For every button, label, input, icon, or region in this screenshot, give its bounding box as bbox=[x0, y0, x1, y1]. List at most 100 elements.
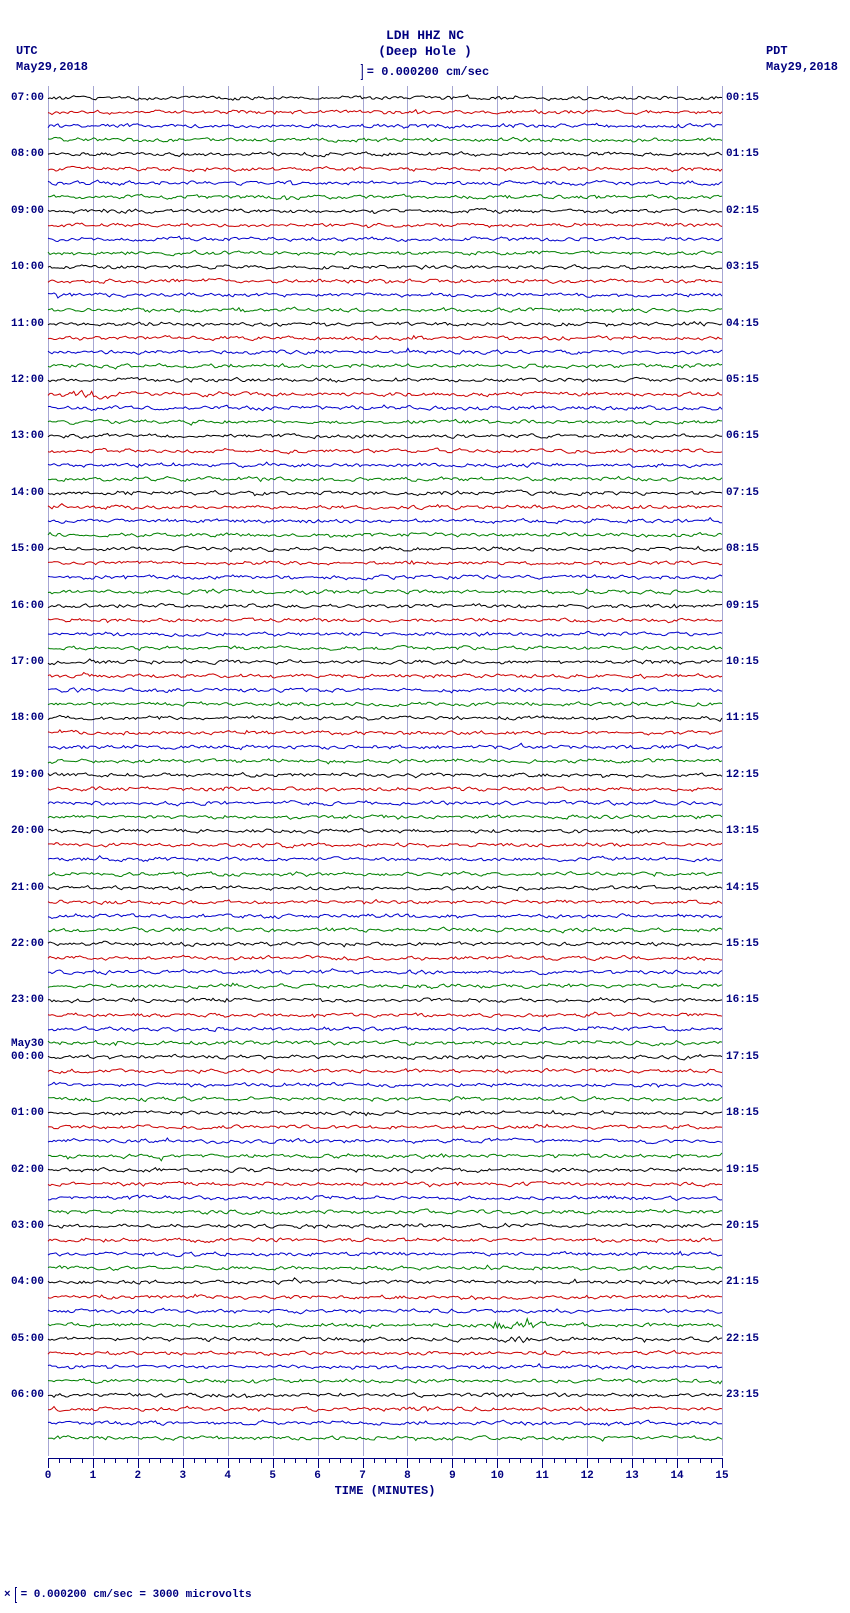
pdt-hour-label: 07:15 bbox=[726, 487, 759, 499]
footer-scale: × = 0.000200 cm/sec = 3000 microvolts bbox=[4, 1587, 252, 1603]
x-tick-major bbox=[587, 1458, 588, 1468]
seismic-trace bbox=[48, 1416, 722, 1430]
x-tick-label: 1 bbox=[90, 1470, 97, 1482]
seismic-trace: 06:0023:15 bbox=[48, 1388, 722, 1402]
pdt-hour-label: 05:15 bbox=[726, 374, 759, 386]
pdt-hour-label: 09:15 bbox=[726, 600, 759, 612]
seismic-trace bbox=[48, 1149, 722, 1163]
x-tick-major bbox=[318, 1458, 319, 1468]
utc-hour-label: 14:00 bbox=[11, 487, 44, 499]
seismic-trace bbox=[48, 585, 722, 599]
seismic-trace bbox=[48, 1247, 722, 1261]
utc-hour-label: 08:00 bbox=[11, 148, 44, 160]
x-tick-major bbox=[183, 1458, 184, 1468]
seismic-trace: 14:0007:15 bbox=[48, 486, 722, 500]
seismic-trace bbox=[48, 119, 722, 133]
pdt-hour-label: 08:15 bbox=[726, 543, 759, 555]
seismic-trace bbox=[48, 669, 722, 683]
seismic-trace bbox=[48, 909, 722, 923]
utc-hour-label: 19:00 bbox=[11, 769, 44, 781]
utc-hour-label: 13:00 bbox=[11, 430, 44, 442]
seismic-trace: 15:0008:15 bbox=[48, 542, 722, 556]
utc-hour-label: 01:00 bbox=[11, 1107, 44, 1119]
seismic-trace bbox=[48, 852, 722, 866]
day-break-label: May30 bbox=[11, 1038, 44, 1050]
seismic-trace: 17:0010:15 bbox=[48, 655, 722, 669]
seismic-trace bbox=[48, 458, 722, 472]
seismogram-container: LDH HHZ NC (Deep Hole ) = 0.000200 cm/se… bbox=[0, 0, 850, 1613]
seismic-trace bbox=[48, 754, 722, 768]
pdt-hour-label: 00:15 bbox=[726, 92, 759, 104]
seismic-trace bbox=[48, 444, 722, 458]
x-tick-major bbox=[228, 1458, 229, 1468]
seismic-trace bbox=[48, 923, 722, 937]
utc-hour-label: 17:00 bbox=[11, 656, 44, 668]
seismic-trace bbox=[48, 1374, 722, 1388]
seismic-trace: 16:0009:15 bbox=[48, 599, 722, 613]
seismic-trace bbox=[48, 1431, 722, 1445]
x-tick-major bbox=[273, 1458, 274, 1468]
utc-hour-label: 06:00 bbox=[11, 1389, 44, 1401]
x-tick-label: 4 bbox=[224, 1470, 231, 1482]
pdt-hour-label: 17:15 bbox=[726, 1051, 759, 1063]
seismic-trace bbox=[48, 1134, 722, 1148]
x-tick-label: 15 bbox=[715, 1470, 728, 1482]
x-tick-label: 11 bbox=[536, 1470, 549, 1482]
seismic-trace bbox=[48, 895, 722, 909]
title-line1: LDH HHZ NC bbox=[386, 28, 464, 43]
seismic-trace bbox=[48, 1177, 722, 1191]
seismic-trace bbox=[48, 1261, 722, 1275]
x-tick-major bbox=[452, 1458, 453, 1468]
seismic-trace: 10:0003:15 bbox=[48, 260, 722, 274]
scale-bar-icon bbox=[361, 64, 363, 80]
pdt-hour-label: 01:15 bbox=[726, 148, 759, 160]
seismic-trace bbox=[48, 810, 722, 824]
pdt-hour-label: 10:15 bbox=[726, 656, 759, 668]
pdt-hour-label: 23:15 bbox=[726, 1389, 759, 1401]
seismic-trace bbox=[48, 1120, 722, 1134]
x-tick-label: 5 bbox=[269, 1470, 276, 1482]
seismic-trace bbox=[48, 387, 722, 401]
x-tick-label: 14 bbox=[670, 1470, 683, 1482]
pdt-hour-label: 02:15 bbox=[726, 205, 759, 217]
footer-text: = 0.000200 cm/sec = 3000 microvolts bbox=[21, 1589, 252, 1601]
utc-hour-label: 00:00 bbox=[11, 1051, 44, 1063]
pdt-hour-label: 14:15 bbox=[726, 882, 759, 894]
seismic-trace bbox=[48, 345, 722, 359]
x-tick-major bbox=[497, 1458, 498, 1468]
seismic-trace bbox=[48, 415, 722, 429]
seismic-trace: 11:0004:15 bbox=[48, 317, 722, 331]
seismic-trace bbox=[48, 1318, 722, 1332]
seismic-trace: 09:0002:15 bbox=[48, 204, 722, 218]
x-tick-major bbox=[138, 1458, 139, 1468]
seismic-trace bbox=[48, 105, 722, 119]
seismic-trace: 12:0005:15 bbox=[48, 373, 722, 387]
x-tick-major bbox=[542, 1458, 543, 1468]
utc-hour-label: 15:00 bbox=[11, 543, 44, 555]
x-tick-label: 12 bbox=[581, 1470, 594, 1482]
pdt-hour-label: 11:15 bbox=[726, 712, 759, 724]
x-tick-major bbox=[407, 1458, 408, 1468]
x-axis-title: TIME (MINUTES) bbox=[335, 1484, 436, 1498]
seismic-trace bbox=[48, 1346, 722, 1360]
title-line2: (Deep Hole ) bbox=[378, 44, 472, 59]
scale-legend: = 0.000200 cm/sec bbox=[361, 64, 489, 80]
x-tick-major bbox=[363, 1458, 364, 1468]
x-tick-label: 0 bbox=[45, 1470, 52, 1482]
seismic-trace: 03:0020:15 bbox=[48, 1219, 722, 1233]
seismic-trace bbox=[48, 1092, 722, 1106]
seismic-trace: 07:0000:15 bbox=[48, 91, 722, 105]
x-tick-major bbox=[48, 1458, 49, 1468]
plot-area: 07:0000:1508:0001:1509:0002:1510:0003:15… bbox=[48, 86, 722, 1456]
scale-text: = 0.000200 cm/sec bbox=[367, 65, 489, 79]
seismic-trace bbox=[48, 1402, 722, 1416]
seismic-trace bbox=[48, 401, 722, 415]
seismic-trace: 20:0013:15 bbox=[48, 824, 722, 838]
seismic-trace bbox=[48, 1360, 722, 1374]
utc-hour-label: 20:00 bbox=[11, 825, 44, 837]
seismic-trace bbox=[48, 359, 722, 373]
seismic-trace bbox=[48, 218, 722, 232]
x-tick-label: 7 bbox=[359, 1470, 366, 1482]
seismic-trace: 19:0012:15 bbox=[48, 768, 722, 782]
x-axis: TIME (MINUTES) 0123456789101112131415 bbox=[48, 1458, 722, 1498]
